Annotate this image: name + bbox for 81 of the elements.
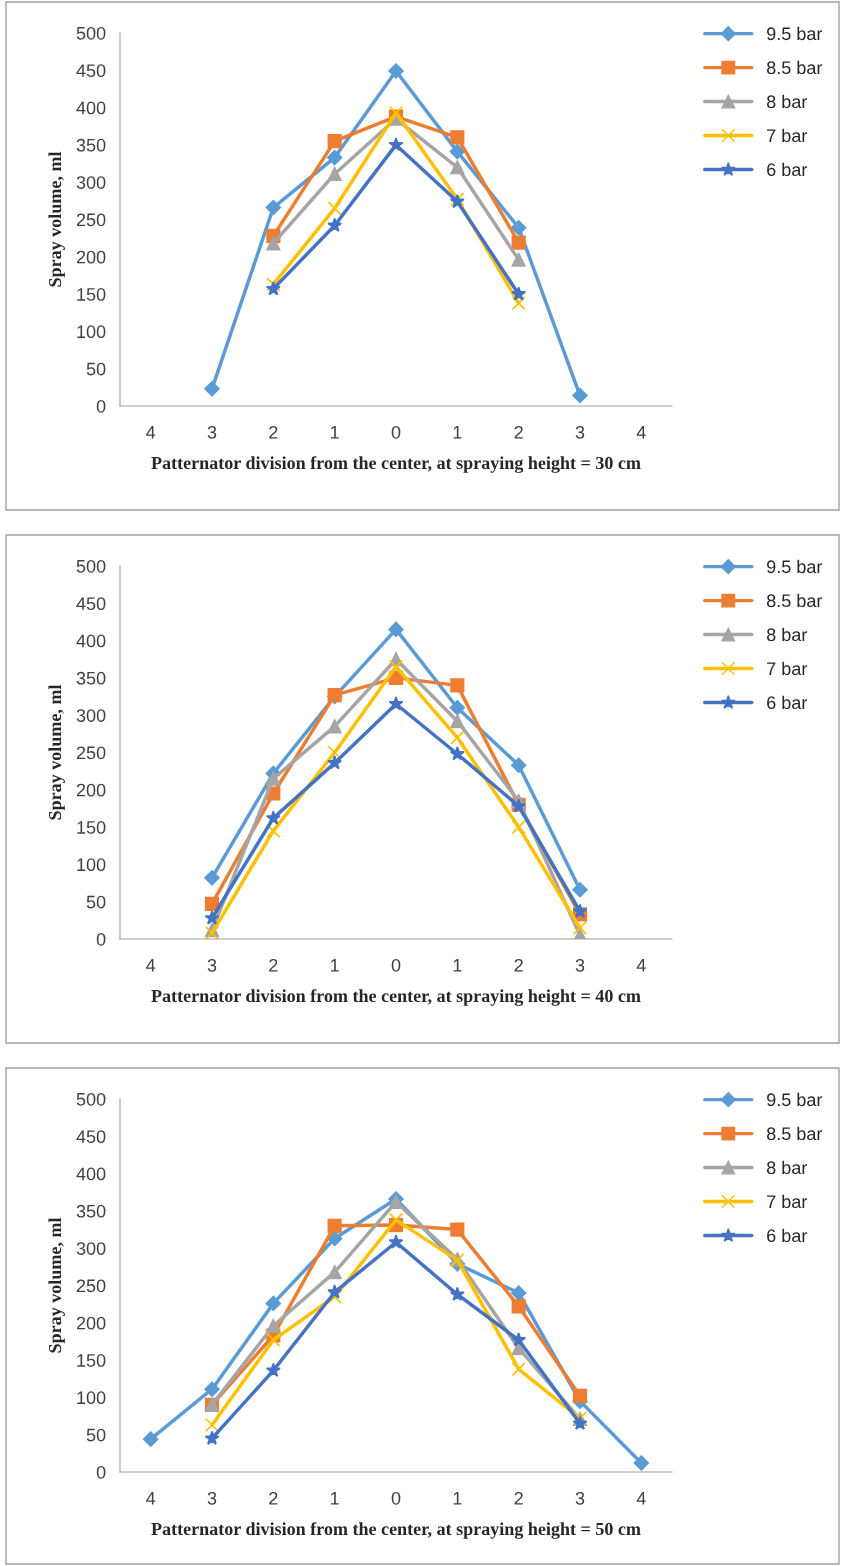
x-tick-label: 4 bbox=[636, 959, 646, 972]
y-tick-label: 400 bbox=[76, 101, 106, 115]
y-tick-label: 500 bbox=[76, 1092, 106, 1106]
legend-label: 8.5 bar bbox=[766, 1126, 823, 1141]
y-tick-label: 500 bbox=[76, 559, 106, 573]
legend-label: 8 bar bbox=[766, 627, 808, 642]
x-tick-label: 1 bbox=[453, 426, 462, 439]
y-tick-label: 0 bbox=[96, 932, 106, 946]
x-tick-label: 3 bbox=[207, 958, 217, 972]
y-tick-label: 300 bbox=[76, 1242, 106, 1255]
x-tick-label: 3 bbox=[575, 1491, 585, 1505]
legend-label: 6 bar bbox=[767, 162, 808, 177]
y-tick-label: 0 bbox=[96, 399, 106, 413]
y-tick-label: 0 bbox=[96, 1465, 106, 1479]
legend-label: 7 bar bbox=[767, 1194, 808, 1209]
y-tick-label: 50 bbox=[86, 895, 106, 909]
x-tick-label: 1 bbox=[453, 1492, 462, 1505]
x-tick-label: 1 bbox=[331, 426, 339, 439]
x-tick-label: 3 bbox=[575, 958, 585, 972]
y-tick-label: 150 bbox=[77, 821, 106, 834]
y-tick-label: 450 bbox=[76, 1130, 106, 1144]
y-tick-label: 500 bbox=[76, 26, 106, 40]
y-tick-label: 350 bbox=[76, 138, 106, 152]
y-tick-label: 250 bbox=[76, 213, 106, 227]
legend-label: 8.5 bar bbox=[766, 593, 823, 608]
legend-label: 7 bar bbox=[767, 128, 808, 143]
y-tick-label: 200 bbox=[76, 250, 106, 264]
legend-label: 7 bar bbox=[767, 661, 808, 676]
x-tick-label: 1 bbox=[331, 1492, 339, 1505]
legend-label: 9.5 bar bbox=[767, 1092, 823, 1107]
legend-label: 6 bar bbox=[767, 1228, 808, 1243]
x-tick-label: 1 bbox=[453, 959, 462, 972]
legend-label: 8 bar bbox=[766, 94, 808, 109]
legend-label: 9.5 bar bbox=[767, 559, 823, 574]
x-tick-label: 1 bbox=[331, 959, 339, 972]
y-tick-label: 400 bbox=[76, 1167, 106, 1181]
y-tick-label: 300 bbox=[76, 176, 106, 189]
x-tick-label: 2 bbox=[269, 1491, 278, 1505]
x-tick-label: 2 bbox=[514, 1491, 523, 1505]
legend-label: 9.5 bar bbox=[767, 26, 823, 41]
y-tick-label: 350 bbox=[76, 1204, 106, 1218]
x-tick-label: 2 bbox=[514, 425, 523, 439]
y-tick-label: 400 bbox=[76, 634, 106, 648]
x-tick-label: 4 bbox=[636, 1492, 646, 1505]
y-tick-label: 450 bbox=[76, 64, 106, 78]
x-axis-title: Patternator division from the center, at spraying height = 40 cm bbox=[151, 989, 641, 1006]
y-tick-label: 100 bbox=[77, 1391, 106, 1405]
legend-label: 6 bar bbox=[767, 695, 808, 710]
x-tick-label: 4 bbox=[146, 959, 156, 972]
y-tick-label: 200 bbox=[76, 783, 106, 797]
x-tick-label: 0 bbox=[391, 1491, 401, 1505]
y-tick-label: 350 bbox=[76, 671, 106, 685]
legend-label: 8.5 bar bbox=[766, 60, 823, 75]
y-axis-title: Spray volume, ml bbox=[48, 684, 65, 820]
y-tick-label: 150 bbox=[77, 288, 106, 301]
x-tick-label: 4 bbox=[146, 1492, 156, 1505]
y-axis-title: Spray volume, ml bbox=[48, 1217, 65, 1353]
y-tick-label: 250 bbox=[76, 746, 106, 760]
x-axis-title: Patternator division from the center, at spraying height = 30 cm bbox=[151, 456, 641, 473]
y-tick-label: 50 bbox=[86, 362, 106, 376]
x-tick-label: 0 bbox=[391, 958, 401, 972]
y-tick-label: 200 bbox=[76, 1316, 106, 1330]
y-tick-label: 450 bbox=[76, 597, 106, 611]
x-axis-title: Patternator division from the center, at spraying height = 50 cm bbox=[151, 1522, 641, 1539]
y-tick-label: 100 bbox=[77, 325, 106, 339]
y-axis-title: Spray volume, ml bbox=[48, 151, 65, 287]
x-tick-label: 3 bbox=[575, 425, 585, 439]
x-tick-label: 4 bbox=[146, 426, 156, 439]
y-tick-label: 100 bbox=[77, 858, 106, 872]
x-tick-label: 0 bbox=[391, 425, 401, 439]
x-tick-label: 4 bbox=[636, 426, 646, 439]
y-tick-label: 50 bbox=[86, 1428, 106, 1442]
x-tick-label: 2 bbox=[514, 958, 523, 972]
x-tick-label: 3 bbox=[207, 425, 217, 439]
legend-label: 8 bar bbox=[766, 1160, 808, 1175]
y-tick-label: 150 bbox=[77, 1354, 106, 1367]
x-tick-label: 3 bbox=[207, 1491, 217, 1505]
y-tick-label: 250 bbox=[76, 1279, 106, 1293]
x-tick-label: 2 bbox=[269, 425, 278, 439]
x-tick-label: 2 bbox=[269, 958, 278, 972]
y-tick-label: 300 bbox=[76, 709, 106, 722]
